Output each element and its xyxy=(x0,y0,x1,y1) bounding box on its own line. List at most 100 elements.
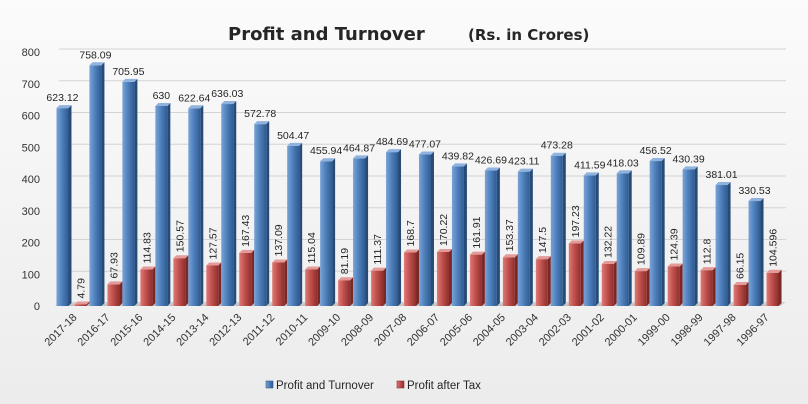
data-label-turnover: 758.09 xyxy=(79,49,111,61)
x-tick-label: 2011-12 xyxy=(241,312,277,348)
data-label-turnover: 504.47 xyxy=(277,130,309,142)
data-label-turnover: 426.69 xyxy=(475,155,507,167)
bar-profit-turnover xyxy=(649,158,665,306)
y-tick-label: 300 xyxy=(22,206,40,218)
data-label-pat: 137.09 xyxy=(273,224,285,256)
bar-profit-after-tax xyxy=(74,301,90,306)
bar-profit-turnover xyxy=(715,182,731,306)
data-label-turnover: 464.87 xyxy=(343,142,375,154)
legend-item-profit-turnover: Profit and Turnover xyxy=(265,380,374,392)
data-label-turnover: 705.95 xyxy=(112,66,144,78)
data-label-pat: 115.04 xyxy=(306,232,318,263)
bar-profit-turnover xyxy=(386,149,402,306)
x-tick-label: 2005-06 xyxy=(438,312,475,349)
bar-profit-after-tax xyxy=(140,266,156,306)
data-label-turnover: 411.59 xyxy=(574,159,605,171)
bar-profit-turnover xyxy=(155,102,171,306)
bar-profit-turnover xyxy=(320,158,336,306)
data-label-pat: 66.15 xyxy=(735,253,747,279)
data-label-pat: 197.23 xyxy=(570,205,582,237)
y-tick-label: 100 xyxy=(22,269,40,281)
data-label-pat: 4.79 xyxy=(75,278,87,299)
chart-title: Profit and Turnover xyxy=(228,24,425,45)
x-tick-label: 2008-09 xyxy=(339,312,376,349)
data-label-turnover: 636.03 xyxy=(211,88,243,100)
bar-profit-turnover xyxy=(122,78,138,307)
y-tick-label: 200 xyxy=(22,238,40,250)
x-tick-label: 2012-13 xyxy=(207,312,244,349)
x-tick-label: 2004-05 xyxy=(471,312,508,349)
legend-swatch-blue xyxy=(265,380,274,389)
bar-profit-after-tax xyxy=(404,249,420,306)
x-tick-label: 2009-10 xyxy=(306,312,343,349)
data-label-pat: 67.93 xyxy=(108,252,120,278)
data-label-turnover: 623.12 xyxy=(46,92,78,104)
x-tick-label: 2014-15 xyxy=(141,312,178,349)
bar-profit-turnover xyxy=(484,167,500,306)
bar-profit-after-tax xyxy=(535,256,551,306)
bar-profit-after-tax xyxy=(173,255,189,306)
data-label-pat: 104.596 xyxy=(768,229,780,267)
x-tick-label: 2013-14 xyxy=(174,312,211,349)
data-label-pat: 109.89 xyxy=(636,233,648,265)
x-tick-label: 1997-98 xyxy=(702,312,739,349)
data-label-pat: 132.22 xyxy=(603,226,615,258)
data-label-turnover: 439.82 xyxy=(442,150,474,162)
y-tick-label: 500 xyxy=(22,142,40,154)
data-label-pat: 127.57 xyxy=(207,227,219,259)
data-label-turnover: 381.01 xyxy=(706,169,738,181)
data-label-pat: 167.43 xyxy=(240,215,252,247)
bar-profit-turnover xyxy=(353,155,369,306)
data-label-pat: 153.37 xyxy=(504,219,516,251)
x-tick-label: 1999-00 xyxy=(636,312,673,349)
data-label-turnover: 418.03 xyxy=(607,157,639,169)
bar-profit-after-tax xyxy=(502,254,518,306)
bar-profit-after-tax xyxy=(667,263,683,306)
bar-profit-turnover xyxy=(89,62,105,306)
bar-profit-turnover xyxy=(287,142,303,306)
data-label-pat: 112.8 xyxy=(702,239,714,265)
bar-profit-turnover xyxy=(583,172,599,306)
data-label-turnover: 572.78 xyxy=(244,108,276,120)
data-label-turnover: 630 xyxy=(153,90,171,102)
bar-profit-after-tax xyxy=(601,261,617,306)
data-label-pat: 81.19 xyxy=(339,248,351,274)
x-tick-label: 2015-16 xyxy=(108,312,145,349)
x-tick-label: 1998-99 xyxy=(669,312,706,349)
x-tick-label: 2006-07 xyxy=(405,312,442,349)
data-label-turnover: 484.69 xyxy=(376,136,408,148)
data-labels: 623.12 4.79 758.09 67.93 705.95 114.83 630 150.… xyxy=(46,49,779,298)
bar-profit-after-tax xyxy=(436,248,452,306)
data-label-turnover: 456.52 xyxy=(640,145,672,157)
y-tick-label: 700 xyxy=(22,79,40,91)
x-tick-label: 2017-18 xyxy=(43,312,80,349)
bar-profit-turnover xyxy=(418,151,434,306)
x-tick-label: 2010-11 xyxy=(274,312,310,348)
y-axis: 0 100 200 300 400 500 600 700 800 xyxy=(22,47,40,313)
data-label-turnover: 330.53 xyxy=(738,185,770,197)
y-tick-label: 800 xyxy=(22,47,40,59)
data-label-turnover: 423.11 xyxy=(508,156,539,168)
y-tick-label: 400 xyxy=(22,174,40,186)
data-label-pat: 161.91 xyxy=(471,216,483,248)
bar-profit-turnover xyxy=(188,105,204,306)
x-tick-label: 2003-04 xyxy=(504,312,541,349)
data-label-turnover: 473.28 xyxy=(541,140,573,152)
x-tick-label: 2002-03 xyxy=(537,312,574,349)
bar-profit-after-tax xyxy=(371,267,387,306)
bar-profit-turnover xyxy=(550,152,566,306)
legend-item-profit-after-tax: Profit after Tax xyxy=(396,380,481,392)
bar-profit-after-tax xyxy=(700,267,716,306)
legend-label-profit-turnover: Profit and Turnover xyxy=(276,380,374,392)
bar-profit-after-tax xyxy=(469,251,485,306)
bar-profit-after-tax xyxy=(305,266,321,306)
bar-profit-turnover xyxy=(682,166,698,306)
data-label-pat: 170.22 xyxy=(438,214,450,246)
legend-swatch-red xyxy=(396,380,405,389)
bar-profit-turnover xyxy=(748,198,764,306)
bar-profit-after-tax xyxy=(766,269,782,306)
data-label-turnover: 430.39 xyxy=(673,153,705,165)
bar-profit-turnover xyxy=(616,170,632,306)
